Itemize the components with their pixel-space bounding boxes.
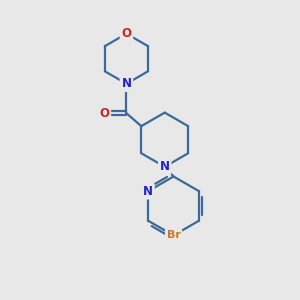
Text: N: N — [160, 160, 170, 173]
Text: O: O — [122, 27, 131, 40]
Text: N: N — [122, 77, 131, 90]
Text: O: O — [99, 107, 110, 120]
Text: N: N — [143, 185, 153, 198]
Text: Br: Br — [167, 230, 181, 240]
